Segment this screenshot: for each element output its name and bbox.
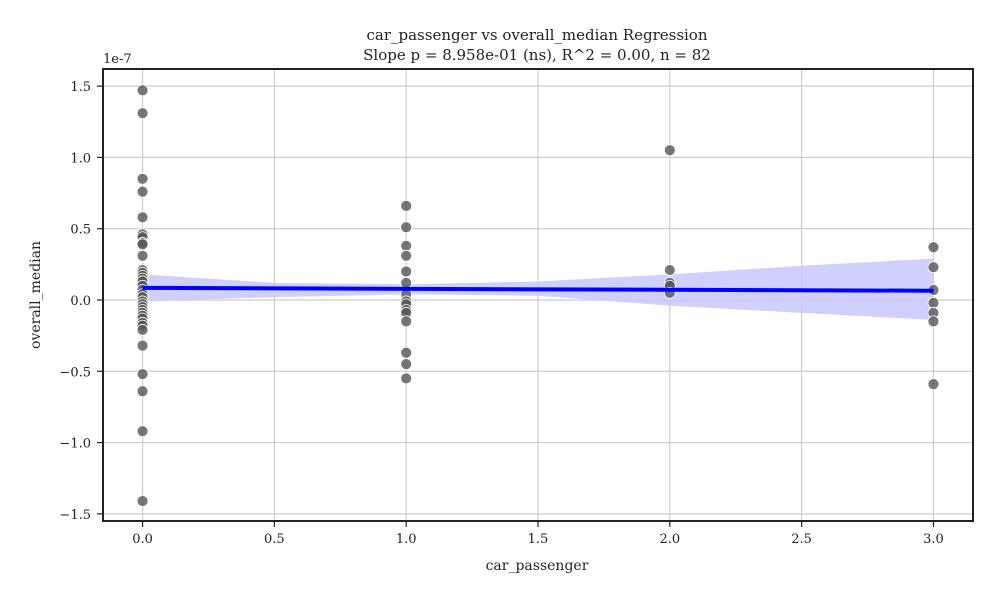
tick-layer: 0.0 0.5 1.0 1.5 2.0 2.5 3.0 −1.5 −1.0 −0.5 0.0 0.5 1… — [59, 80, 943, 547]
data-point — [400, 221, 413, 234]
data-point — [136, 425, 149, 438]
chart-subtitle: Slope p = 8.958e-01 (ns), R^2 = 0.00, n … — [363, 46, 711, 64]
y-tick-label: −1.5 — [59, 508, 91, 523]
data-point — [136, 84, 149, 97]
data-point — [136, 249, 149, 262]
data-point — [400, 239, 413, 252]
data-point — [400, 276, 413, 289]
data-point — [927, 261, 940, 274]
data-point — [136, 172, 149, 185]
data-point — [136, 238, 149, 251]
regression-line — [142, 285, 934, 293]
y-tick-label: 0.0 — [70, 294, 91, 309]
y-tick-label: −1.0 — [59, 437, 91, 452]
plot-frame — [102, 68, 974, 522]
x-tick-label: 3.0 — [923, 532, 944, 547]
regression-line-layer — [142, 285, 934, 293]
x-tick-label: 1.0 — [396, 532, 417, 547]
x-tick-label: 0.0 — [132, 532, 153, 547]
y-tick-label: 1.0 — [70, 151, 91, 166]
data-point — [400, 346, 413, 359]
data-point — [400, 372, 413, 385]
data-point — [136, 107, 149, 120]
y-axis-label: overall_median — [28, 241, 44, 349]
data-point — [136, 339, 149, 352]
data-point — [927, 378, 940, 391]
x-axis-label: car_passenger — [486, 558, 589, 574]
x-tick-label: 2.0 — [659, 532, 680, 547]
y-tick-label: 1.5 — [70, 80, 91, 95]
data-point — [136, 495, 149, 507]
data-point — [400, 249, 413, 262]
data-point — [136, 211, 149, 224]
data-point — [136, 324, 149, 336]
data-point — [663, 144, 676, 157]
points-layer — [136, 84, 940, 507]
data-point — [136, 385, 149, 398]
data-point — [400, 358, 413, 371]
data-point — [927, 241, 940, 254]
data-point — [136, 185, 149, 198]
x-tick-label: 1.5 — [528, 532, 549, 547]
data-point — [400, 315, 413, 328]
y-tick-label: −0.5 — [59, 365, 91, 380]
data-point — [136, 368, 149, 381]
y-tick-label: 0.5 — [70, 223, 91, 238]
x-tick-label: 2.5 — [791, 532, 812, 547]
data-point — [663, 264, 676, 276]
chart-title: car_passenger vs overall_median Regressi… — [366, 26, 707, 44]
y-offset-label: 1e-7 — [103, 52, 132, 67]
data-point — [927, 315, 940, 328]
x-tick-label: 0.5 — [264, 532, 285, 547]
data-point — [927, 296, 940, 309]
data-point — [400, 265, 413, 278]
data-point — [400, 199, 413, 212]
